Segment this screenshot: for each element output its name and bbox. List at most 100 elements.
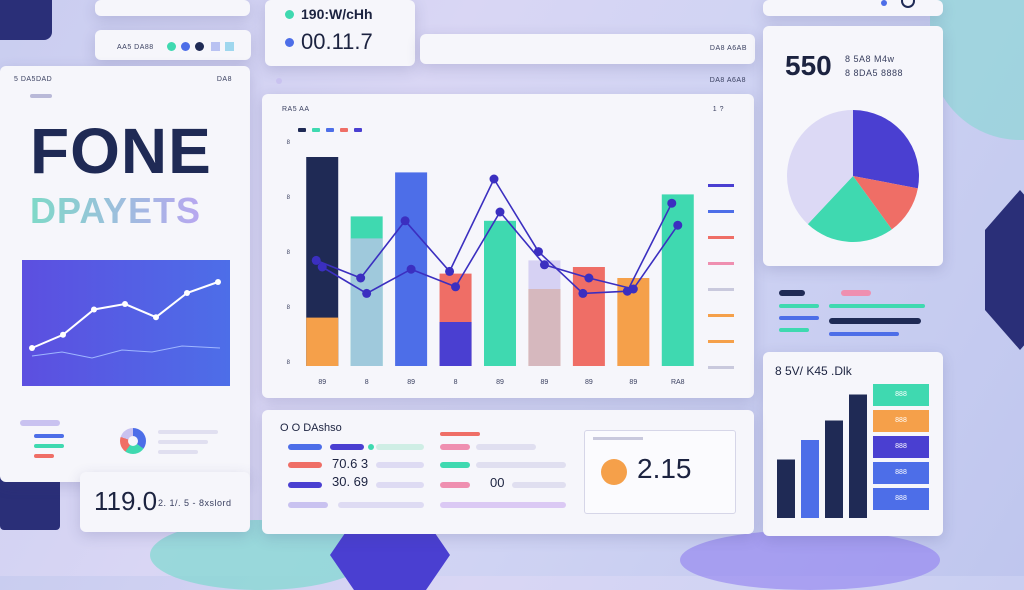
line-point-1-5 bbox=[533, 247, 543, 257]
stat-b-value: 00.11.7 bbox=[301, 29, 373, 54]
line-point-0-4 bbox=[495, 207, 505, 217]
top-thin-panel-right bbox=[763, 0, 943, 16]
side-legend-line bbox=[708, 236, 734, 239]
left-panel-sub-tag bbox=[30, 94, 52, 98]
mini-line-point-5 bbox=[184, 290, 190, 296]
left-title-panel: 5 DA5DAD DA8 FONE DPAYETS bbox=[0, 66, 250, 482]
legend-chip bbox=[340, 128, 348, 132]
x-tick-label: 8 bbox=[454, 379, 458, 386]
left-legend-pill-2 bbox=[34, 434, 64, 438]
bm-row2-pill-a bbox=[288, 462, 322, 468]
right-mid-value: 8 5V/ K45 .Dlk bbox=[775, 364, 852, 378]
bm-row4-pill-a bbox=[288, 502, 328, 508]
bm-col2-pill-8 bbox=[440, 502, 566, 508]
bm-row1-dot bbox=[368, 444, 374, 450]
legend-tile-1[interactable]: 888 bbox=[873, 410, 929, 432]
bm-col2-pill-1 bbox=[440, 432, 480, 436]
toolbar-navy-icon[interactable] bbox=[195, 42, 204, 51]
bottom-left-value: 119.0 bbox=[94, 486, 158, 516]
mini-line-point-1 bbox=[60, 331, 66, 338]
toolbar-panel: AA5 DA88 bbox=[95, 30, 251, 60]
x-tick-label: 8 bbox=[365, 379, 369, 386]
left-panel-subtitle: DPAYETS bbox=[30, 190, 202, 231]
left-legend bbox=[20, 416, 240, 466]
toolbar-blue-icon[interactable] bbox=[181, 42, 190, 51]
legend-tile-0[interactable]: 888 bbox=[873, 384, 929, 406]
bm-row3-value: 30. 69 bbox=[332, 474, 369, 489]
right-top-panel: 550 8 5A8 M4w 8 8DA5 8888 bbox=[763, 26, 943, 266]
x-tick-label: 89 bbox=[496, 379, 504, 386]
kpi-value: 2.15 bbox=[637, 453, 692, 484]
x-tick-label: 89 bbox=[541, 379, 549, 386]
bm-col2-value: 00 bbox=[490, 475, 505, 490]
side-legend-line bbox=[708, 184, 734, 187]
top-stat-card: 190:W/cHh 00.11.7 bbox=[265, 0, 415, 66]
left-panel-header: 5 DA5DAD bbox=[14, 76, 53, 83]
toolbar-square-icon[interactable] bbox=[211, 42, 220, 51]
y-tick-label: 8 bbox=[287, 360, 291, 366]
left-donut-hole bbox=[128, 436, 138, 446]
line-point-1-2 bbox=[400, 216, 410, 226]
x-tick-label: 89 bbox=[407, 379, 415, 386]
top-right-ring-icon bbox=[901, 0, 915, 8]
pie-chart bbox=[787, 110, 919, 242]
bar-8-1 bbox=[661, 194, 694, 366]
right-list-pill-2 bbox=[841, 290, 871, 296]
wide-top-label: DA8 A6AB bbox=[709, 45, 747, 52]
bar-1-6 bbox=[350, 238, 383, 366]
left-legend-pill-6 bbox=[158, 440, 208, 444]
top-thin-panel-left bbox=[95, 0, 250, 16]
right-list-pill-1 bbox=[779, 290, 805, 296]
right-label-2: 8 8DA5 8888 bbox=[845, 68, 904, 78]
side-legend-line bbox=[708, 288, 734, 291]
line-point-1-1 bbox=[356, 273, 366, 283]
toolbar-teal-icon[interactable] bbox=[167, 42, 176, 51]
mini-line-secondary bbox=[31, 345, 221, 359]
right-bar-1 bbox=[801, 440, 819, 518]
line-point-1-0 bbox=[311, 255, 321, 265]
bm-col2-pill-3 bbox=[476, 444, 536, 450]
left-panel-header-right: DA8 bbox=[216, 76, 232, 83]
right-list-pill-5 bbox=[779, 316, 819, 320]
bottom-left-sub: 2. 1/. 5 - 8xslord bbox=[158, 498, 232, 508]
right-bar-2 bbox=[825, 420, 843, 518]
bottom-left-value-card: 119.0 2. 1/. 5 - 8xslord bbox=[80, 472, 250, 532]
bm-row3-pill-b bbox=[376, 482, 424, 488]
bm-col2-pill-7 bbox=[512, 482, 566, 488]
bm-row1-pill-a bbox=[288, 444, 322, 450]
mini-line-point-2 bbox=[91, 306, 97, 313]
bg-blob-top-right bbox=[930, 0, 1024, 140]
main-bar-line-chart: 8 8 8 8 8 89 8 89 8 89 89 89 89 RA8 bbox=[287, 128, 734, 386]
right-list-pill-8 bbox=[829, 332, 899, 336]
line-point-0-5 bbox=[539, 260, 549, 270]
main-chart-panel: RA5 AA 1 ? 8 8 8 8 8 89 8 89 8 89 89 89 89 RA8 bbox=[262, 94, 754, 398]
legend-tile-4[interactable]: 888 bbox=[873, 488, 929, 510]
kpi-card: 2.15 bbox=[584, 430, 736, 514]
bm-row3-pill-a bbox=[288, 482, 322, 488]
toolbar-square-icon-2[interactable] bbox=[225, 42, 234, 51]
x-tick-label: 89 bbox=[585, 379, 593, 386]
left-legend-pill-5 bbox=[158, 430, 218, 434]
right-legend-tiles: 888 888 888 888 888 bbox=[873, 384, 929, 514]
bg-square-top-left bbox=[0, 0, 52, 40]
x-tick-label: RA8 bbox=[671, 379, 685, 386]
side-legend-line bbox=[708, 314, 734, 317]
bm-row2-pill-b bbox=[376, 462, 424, 468]
line-point-0-3 bbox=[451, 282, 461, 292]
line-point-1-4 bbox=[489, 174, 499, 184]
right-bottom-panel: 8 5V/ K45 .Dlk 888 888 888 888 888 bbox=[763, 352, 943, 536]
legend-chip bbox=[354, 128, 362, 132]
side-legend-line bbox=[708, 366, 734, 369]
right-list-pill-4 bbox=[829, 304, 925, 308]
mini-line-point-3 bbox=[122, 301, 128, 307]
mini-line-point-4 bbox=[153, 314, 159, 321]
legend-chip bbox=[326, 128, 334, 132]
bm-col2-pill-2 bbox=[440, 444, 470, 450]
legend-tile-2[interactable]: 888 bbox=[873, 436, 929, 458]
left-legend-pill-1 bbox=[20, 420, 60, 426]
bottom-middle-header: O O DAshso bbox=[280, 422, 342, 434]
right-bar-0 bbox=[777, 459, 795, 518]
bm-row2-value: 70.6 3 bbox=[332, 456, 369, 471]
legend-tile-3[interactable]: 888 bbox=[873, 462, 929, 484]
kpi-orange-dot bbox=[601, 459, 627, 485]
